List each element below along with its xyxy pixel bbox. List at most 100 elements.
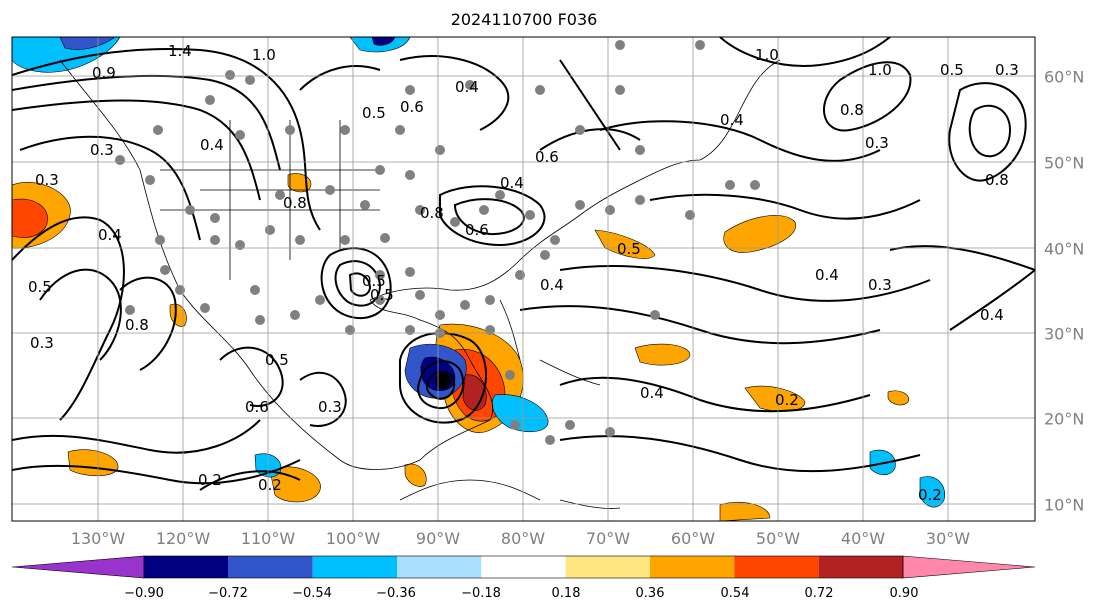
colorbar-tick: 0.54 [720,586,750,601]
lat-label: 10°N [1044,495,1085,515]
lon-label: 30°W [925,529,971,548]
contour-label: 0.4 [98,226,122,244]
colorbar-segment [228,556,313,578]
contour-label: 0.4 [500,174,524,192]
colorbar-frame [143,555,904,579]
contour-label: 0.5 [940,61,964,79]
contour-label: 0.3 [868,276,892,294]
colorbar-segment [650,556,735,578]
colorbar-segment [818,556,903,578]
contour-label: 0.4 [720,111,744,129]
contour-label: 1.0 [868,61,892,79]
contour-label: 0.8 [283,194,307,212]
contour-label: 0.5 [362,272,386,290]
contour-label: 0.9 [92,64,116,82]
contour-label: 0.6 [245,398,269,416]
contour-label: 0.6 [465,221,489,239]
shade-orange-atlantic4 [594,229,656,259]
contour-label: 0.5 [362,104,386,122]
contour-label: 0.5 [617,240,641,258]
contour-labels: 1.4 1.0 0.9 0.6 0.5 0.4 0.3 0.8 0.6 0.4 … [28,42,1019,504]
shaded-regions [12,37,946,521]
lat-label: 50°N [1044,153,1085,173]
colorbar-tick: −0.36 [376,586,416,601]
shade-orange-south [719,502,771,521]
contour-label: 0.3 [865,134,889,152]
colorbar-segments [11,555,1036,579]
contour-label: 0.4 [640,384,664,402]
lon-label: 80°W [500,529,546,548]
colorbar-tick: 0.72 [804,586,834,601]
contour-label: 0.2 [258,476,282,494]
contour-label: 0.2 [918,486,942,504]
contour-label: 1.4 [168,42,192,60]
contour-label: 0.2 [775,391,799,409]
lon-label: 60°W [670,529,716,548]
map-title: 2024110700 F036 [450,10,598,29]
shade-red-west [12,198,48,238]
contour-label: 0.3 [30,334,54,352]
contour-label: 0.4 [540,276,564,294]
lat-label: 20°N [1044,409,1085,429]
colorbar-tick: −0.54 [292,586,332,601]
contour-label: 0.5 [370,286,394,304]
colorbar-segment [902,555,1036,579]
colorbar-segment [11,555,145,579]
contour-label: 1.0 [755,46,779,64]
lon-label: 70°W [585,529,631,548]
contour-label: 0.3 [318,398,342,416]
colorbar-tick: −0.72 [208,586,248,601]
contour-label: 0.8 [125,316,149,334]
colorbar-segment [144,556,229,578]
colorbar-segment [734,556,819,578]
lat-label: 60°N [1044,67,1085,87]
lat-label: 40°N [1044,239,1085,259]
colorbar-segment [397,556,482,578]
lon-label: 110°W [240,529,296,548]
lon-label: 100°W [325,529,381,548]
contour-label: 0.5 [265,351,289,369]
colorbar-tick: 0.18 [551,586,581,601]
shade-orange-se [887,390,910,406]
lon-label: 120°W [155,529,211,548]
contour-label: 0.8 [840,101,864,119]
shade-orange-atlantic2 [634,343,691,366]
coastlines [59,59,781,509]
map-frame [11,36,1036,522]
contour-label: 0.8 [985,171,1009,189]
colorbar-tick: 0.36 [635,586,665,601]
lat-label: 30°N [1044,324,1085,344]
lon-label: 40°W [840,529,886,548]
contour-label: 0.4 [815,266,839,284]
contour-label: 0.3 [90,141,114,159]
grid-lines [12,37,1035,521]
colorbar [11,555,1036,579]
storm-center [435,373,451,389]
colorbar-segment [565,556,650,578]
shade-orange-cuba [404,463,427,487]
contour-label: 0.2 [198,471,222,489]
shade-lightblue-gulf [491,394,549,433]
colorbar-tick: −0.18 [461,586,501,601]
lon-label: 130°W [70,529,126,548]
shade-blue-se [919,476,946,508]
colorbar-tick: 0.90 [889,586,919,601]
contour-label: 0.3 [35,171,59,189]
lon-label: 90°W [415,529,461,548]
colorbar-segment [312,556,397,578]
contour-label: 0.5 [28,278,52,296]
contour-lines [12,37,1035,491]
colorbar-segment [481,556,566,578]
contour-label: 0.4 [455,78,479,96]
contour-label: 0.8 [420,204,444,222]
contour-label: 0.6 [400,98,424,116]
shade-orange-eastpac2 [269,466,321,503]
contour-label: 0.4 [200,136,224,154]
contour-label: 0.6 [535,148,559,166]
contour-label: 0.4 [980,306,1004,324]
contour-label: 1.0 [252,46,276,64]
lon-label: 50°W [755,529,801,548]
contour-label: 0.3 [995,61,1019,79]
station-dots [115,40,760,445]
